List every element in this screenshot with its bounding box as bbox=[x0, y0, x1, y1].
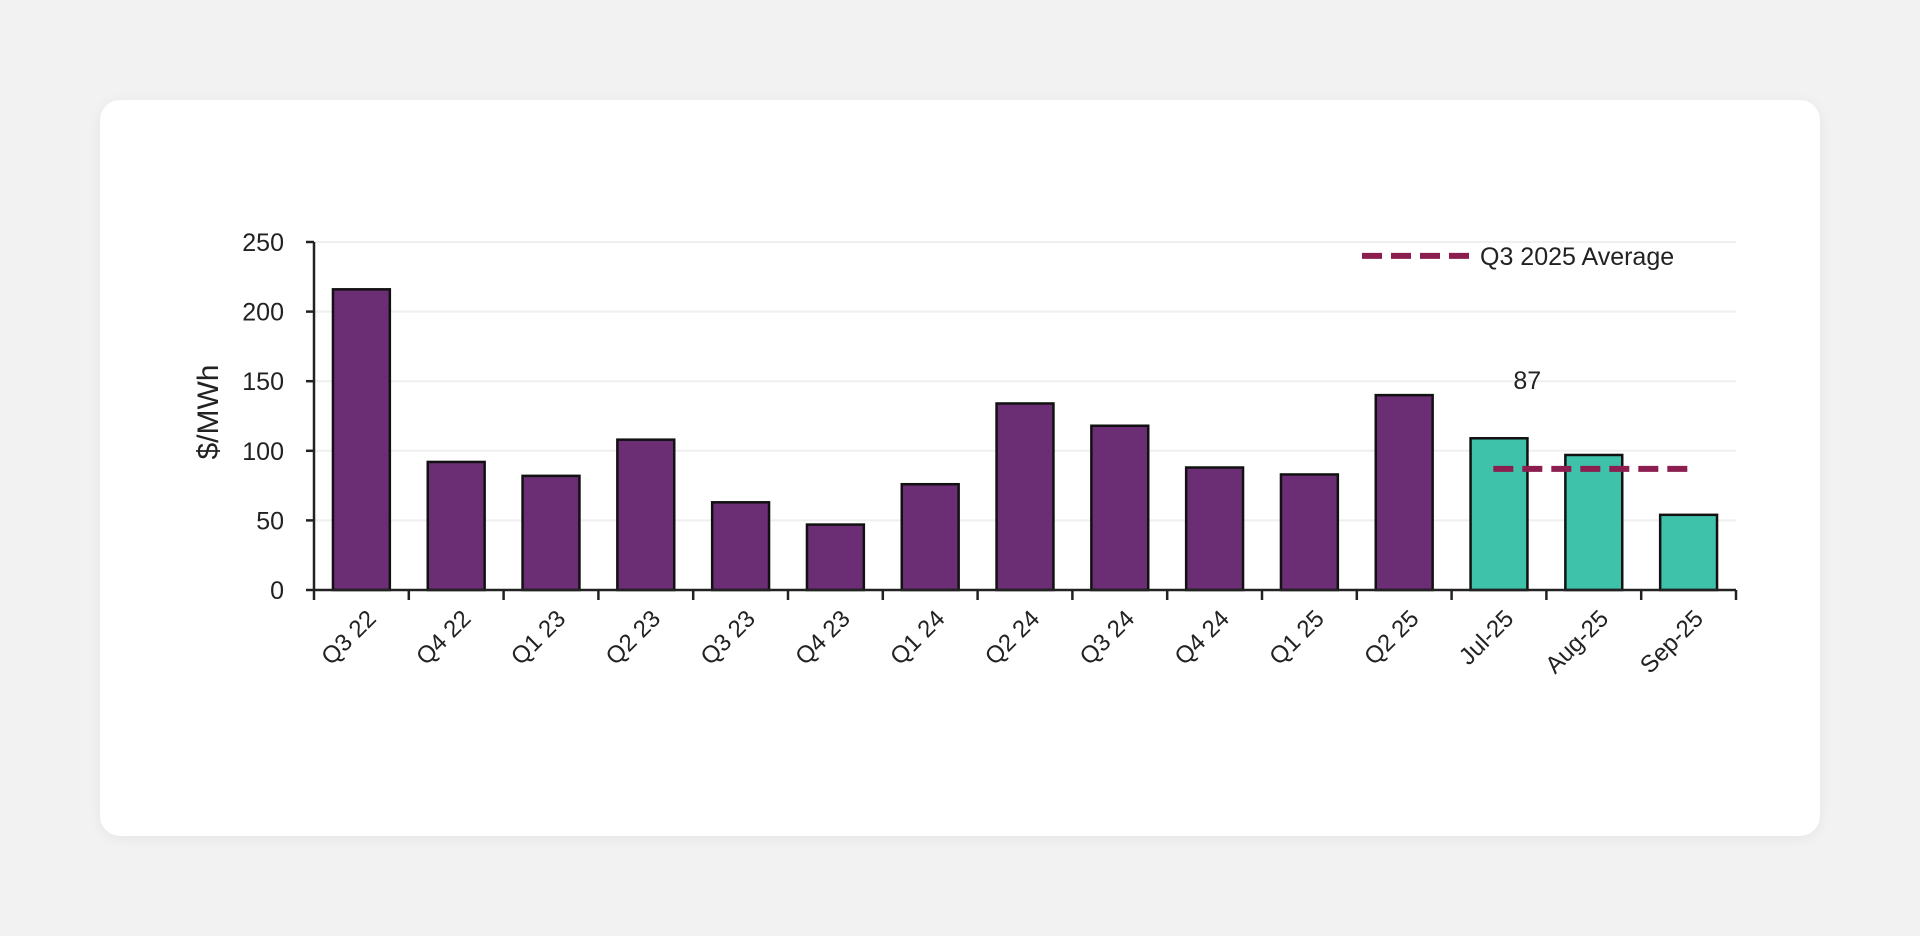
bar-q1-25 bbox=[1279, 473, 1340, 592]
bar-q2-25 bbox=[1374, 393, 1434, 592]
x-tick-label: Q1 25 bbox=[1264, 605, 1329, 670]
bar-q2-23 bbox=[616, 438, 676, 592]
x-tick-label: Q4 22 bbox=[411, 605, 476, 670]
bar-aug-25 bbox=[1564, 453, 1624, 592]
bar-jul-25 bbox=[1469, 437, 1529, 592]
x-tick-label: Q4 23 bbox=[790, 605, 855, 670]
x-tick-label: Q2 24 bbox=[980, 605, 1045, 670]
bar-q3-22 bbox=[331, 288, 392, 592]
bar-q2-24 bbox=[995, 402, 1055, 592]
y-tick-label: 150 bbox=[242, 368, 284, 396]
bar-q3-23 bbox=[710, 501, 771, 592]
x-tick-label: Q4 24 bbox=[1170, 605, 1235, 670]
x-tick-label: Aug-25 bbox=[1540, 605, 1614, 679]
legend-label-average: Q3 2025 Average bbox=[1480, 243, 1674, 271]
bars bbox=[331, 288, 1719, 592]
x-tick-label: Q3 24 bbox=[1075, 605, 1140, 670]
y-axis-label: $/MWh bbox=[192, 364, 225, 459]
bar-q4-22 bbox=[426, 460, 486, 592]
bar-q4-24 bbox=[1184, 466, 1245, 592]
reference-line-group: 87 bbox=[1493, 367, 1692, 472]
x-tick-label: Q3 23 bbox=[696, 605, 761, 670]
y-tick-label: 0 bbox=[270, 577, 284, 605]
bar-q1-24 bbox=[900, 482, 960, 592]
x-tick-label: Q2 23 bbox=[601, 605, 666, 670]
x-tick-label: Q1 24 bbox=[885, 605, 950, 670]
y-tick-label: 50 bbox=[256, 507, 284, 535]
legend: Q3 2025 Average bbox=[1362, 243, 1674, 271]
bar-q4-23 bbox=[805, 523, 866, 592]
y-tick-label: 250 bbox=[242, 229, 284, 257]
x-tick-label: Sep-25 bbox=[1635, 605, 1709, 679]
x-tick-label: Q3 22 bbox=[316, 605, 381, 670]
x-tick-label: Q2 25 bbox=[1359, 605, 1424, 670]
x-tick-label: Q1 23 bbox=[506, 605, 571, 670]
x-tick-label: Jul-25 bbox=[1454, 605, 1519, 670]
axes bbox=[312, 242, 1736, 592]
bar-sep-25 bbox=[1658, 513, 1719, 592]
y-tick-label: 200 bbox=[242, 299, 284, 327]
bar-q1-23 bbox=[521, 474, 581, 592]
bar-q3-24 bbox=[1090, 424, 1150, 592]
y-tick-label: 100 bbox=[242, 438, 284, 466]
average-value-label: 87 bbox=[1513, 367, 1541, 395]
